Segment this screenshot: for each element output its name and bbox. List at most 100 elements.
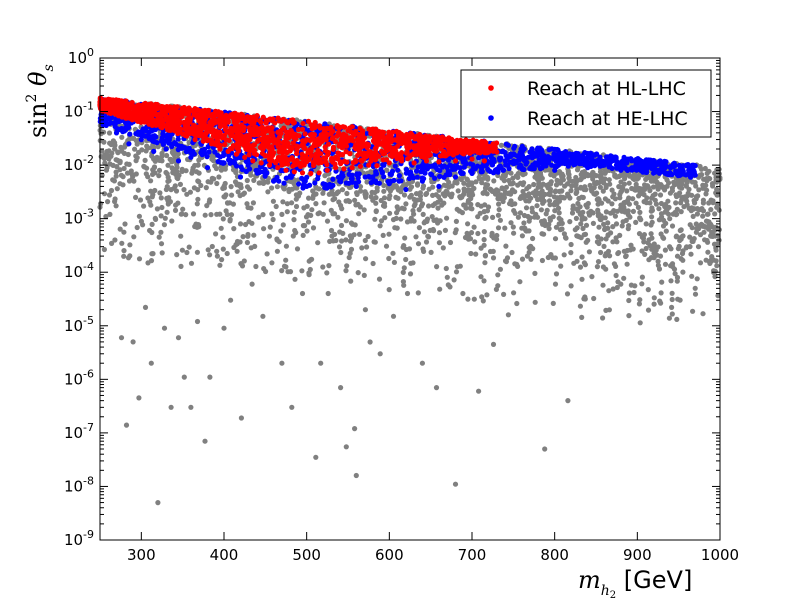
data-point	[579, 156, 585, 162]
data-point	[656, 217, 663, 223]
data-point	[458, 170, 464, 176]
data-point	[482, 202, 488, 208]
data-point	[579, 254, 585, 260]
data-point	[587, 182, 593, 188]
data-point	[421, 229, 427, 235]
data-point	[411, 203, 417, 209]
data-point	[171, 152, 177, 158]
data-point	[347, 250, 353, 256]
data-point	[649, 246, 655, 252]
data-point	[364, 244, 370, 250]
data-point	[142, 157, 148, 163]
data-point	[142, 133, 148, 139]
data-point	[346, 171, 352, 177]
data-point	[706, 222, 712, 228]
data-point	[626, 290, 633, 296]
data-point	[563, 235, 569, 241]
data-point	[346, 184, 353, 190]
data-point	[384, 167, 390, 173]
data-point	[557, 227, 564, 233]
data-point	[488, 154, 494, 160]
data-point	[667, 164, 674, 170]
data-point	[156, 173, 162, 179]
data-point	[457, 165, 463, 171]
data-point	[551, 194, 558, 200]
data-point	[684, 244, 690, 250]
data-point	[148, 178, 154, 184]
data-point	[386, 287, 392, 293]
data-point	[159, 250, 165, 256]
data-point	[597, 184, 604, 190]
data-point	[515, 174, 521, 180]
data-point	[615, 161, 621, 167]
data-point	[644, 195, 650, 201]
data-point	[122, 221, 128, 227]
data-point	[183, 168, 189, 174]
data-point	[310, 193, 317, 199]
data-point	[287, 269, 294, 275]
data-point	[117, 160, 123, 166]
data-point	[401, 243, 407, 249]
data-point	[432, 201, 438, 207]
data-point	[652, 197, 658, 203]
data-point	[556, 210, 562, 216]
data-point	[671, 160, 677, 166]
data-point	[381, 188, 387, 194]
data-point	[526, 228, 532, 234]
data-point	[480, 298, 486, 304]
data-point	[393, 194, 399, 200]
data-point	[508, 191, 514, 197]
data-point	[281, 180, 287, 186]
data-point	[261, 266, 267, 272]
data-point	[453, 218, 459, 224]
data-point	[110, 138, 116, 144]
data-point	[680, 257, 686, 263]
data-point	[522, 226, 528, 232]
data-point	[594, 151, 600, 157]
data-point	[507, 181, 513, 187]
data-point	[289, 200, 295, 206]
data-point	[217, 262, 223, 268]
data-point	[357, 184, 364, 190]
data-point	[552, 208, 558, 214]
data-point	[716, 227, 722, 233]
data-point	[586, 249, 593, 255]
data-point	[305, 219, 312, 225]
data-point	[645, 307, 652, 313]
data-point	[219, 257, 225, 263]
data-point	[559, 188, 565, 194]
data-point	[635, 204, 642, 210]
data-point	[637, 297, 643, 303]
data-point	[407, 271, 414, 277]
data-point	[281, 186, 287, 192]
data-point	[633, 200, 639, 206]
data-point	[224, 211, 230, 218]
data-point	[612, 196, 619, 202]
data-point	[693, 229, 700, 235]
data-point	[133, 153, 139, 159]
data-point	[108, 187, 115, 194]
data-point	[509, 249, 515, 256]
data-point	[475, 230, 481, 237]
data-point	[234, 248, 240, 254]
data-point	[183, 212, 189, 218]
data-point	[680, 269, 686, 275]
data-point	[392, 163, 398, 169]
data-point	[407, 194, 413, 200]
data-point	[663, 228, 669, 234]
data-point	[656, 266, 663, 272]
data-point	[403, 246, 409, 253]
data-point	[168, 187, 174, 193]
data-point	[113, 169, 119, 175]
data-point	[568, 283, 574, 289]
data-point	[635, 157, 641, 163]
data-point	[483, 214, 489, 220]
data-point	[459, 194, 465, 200]
data-point	[674, 274, 681, 281]
data-point	[176, 172, 182, 178]
data-point	[195, 187, 201, 193]
data-point	[413, 234, 419, 240]
data-point	[613, 263, 619, 269]
data-point	[293, 192, 299, 198]
data-point	[147, 199, 153, 205]
